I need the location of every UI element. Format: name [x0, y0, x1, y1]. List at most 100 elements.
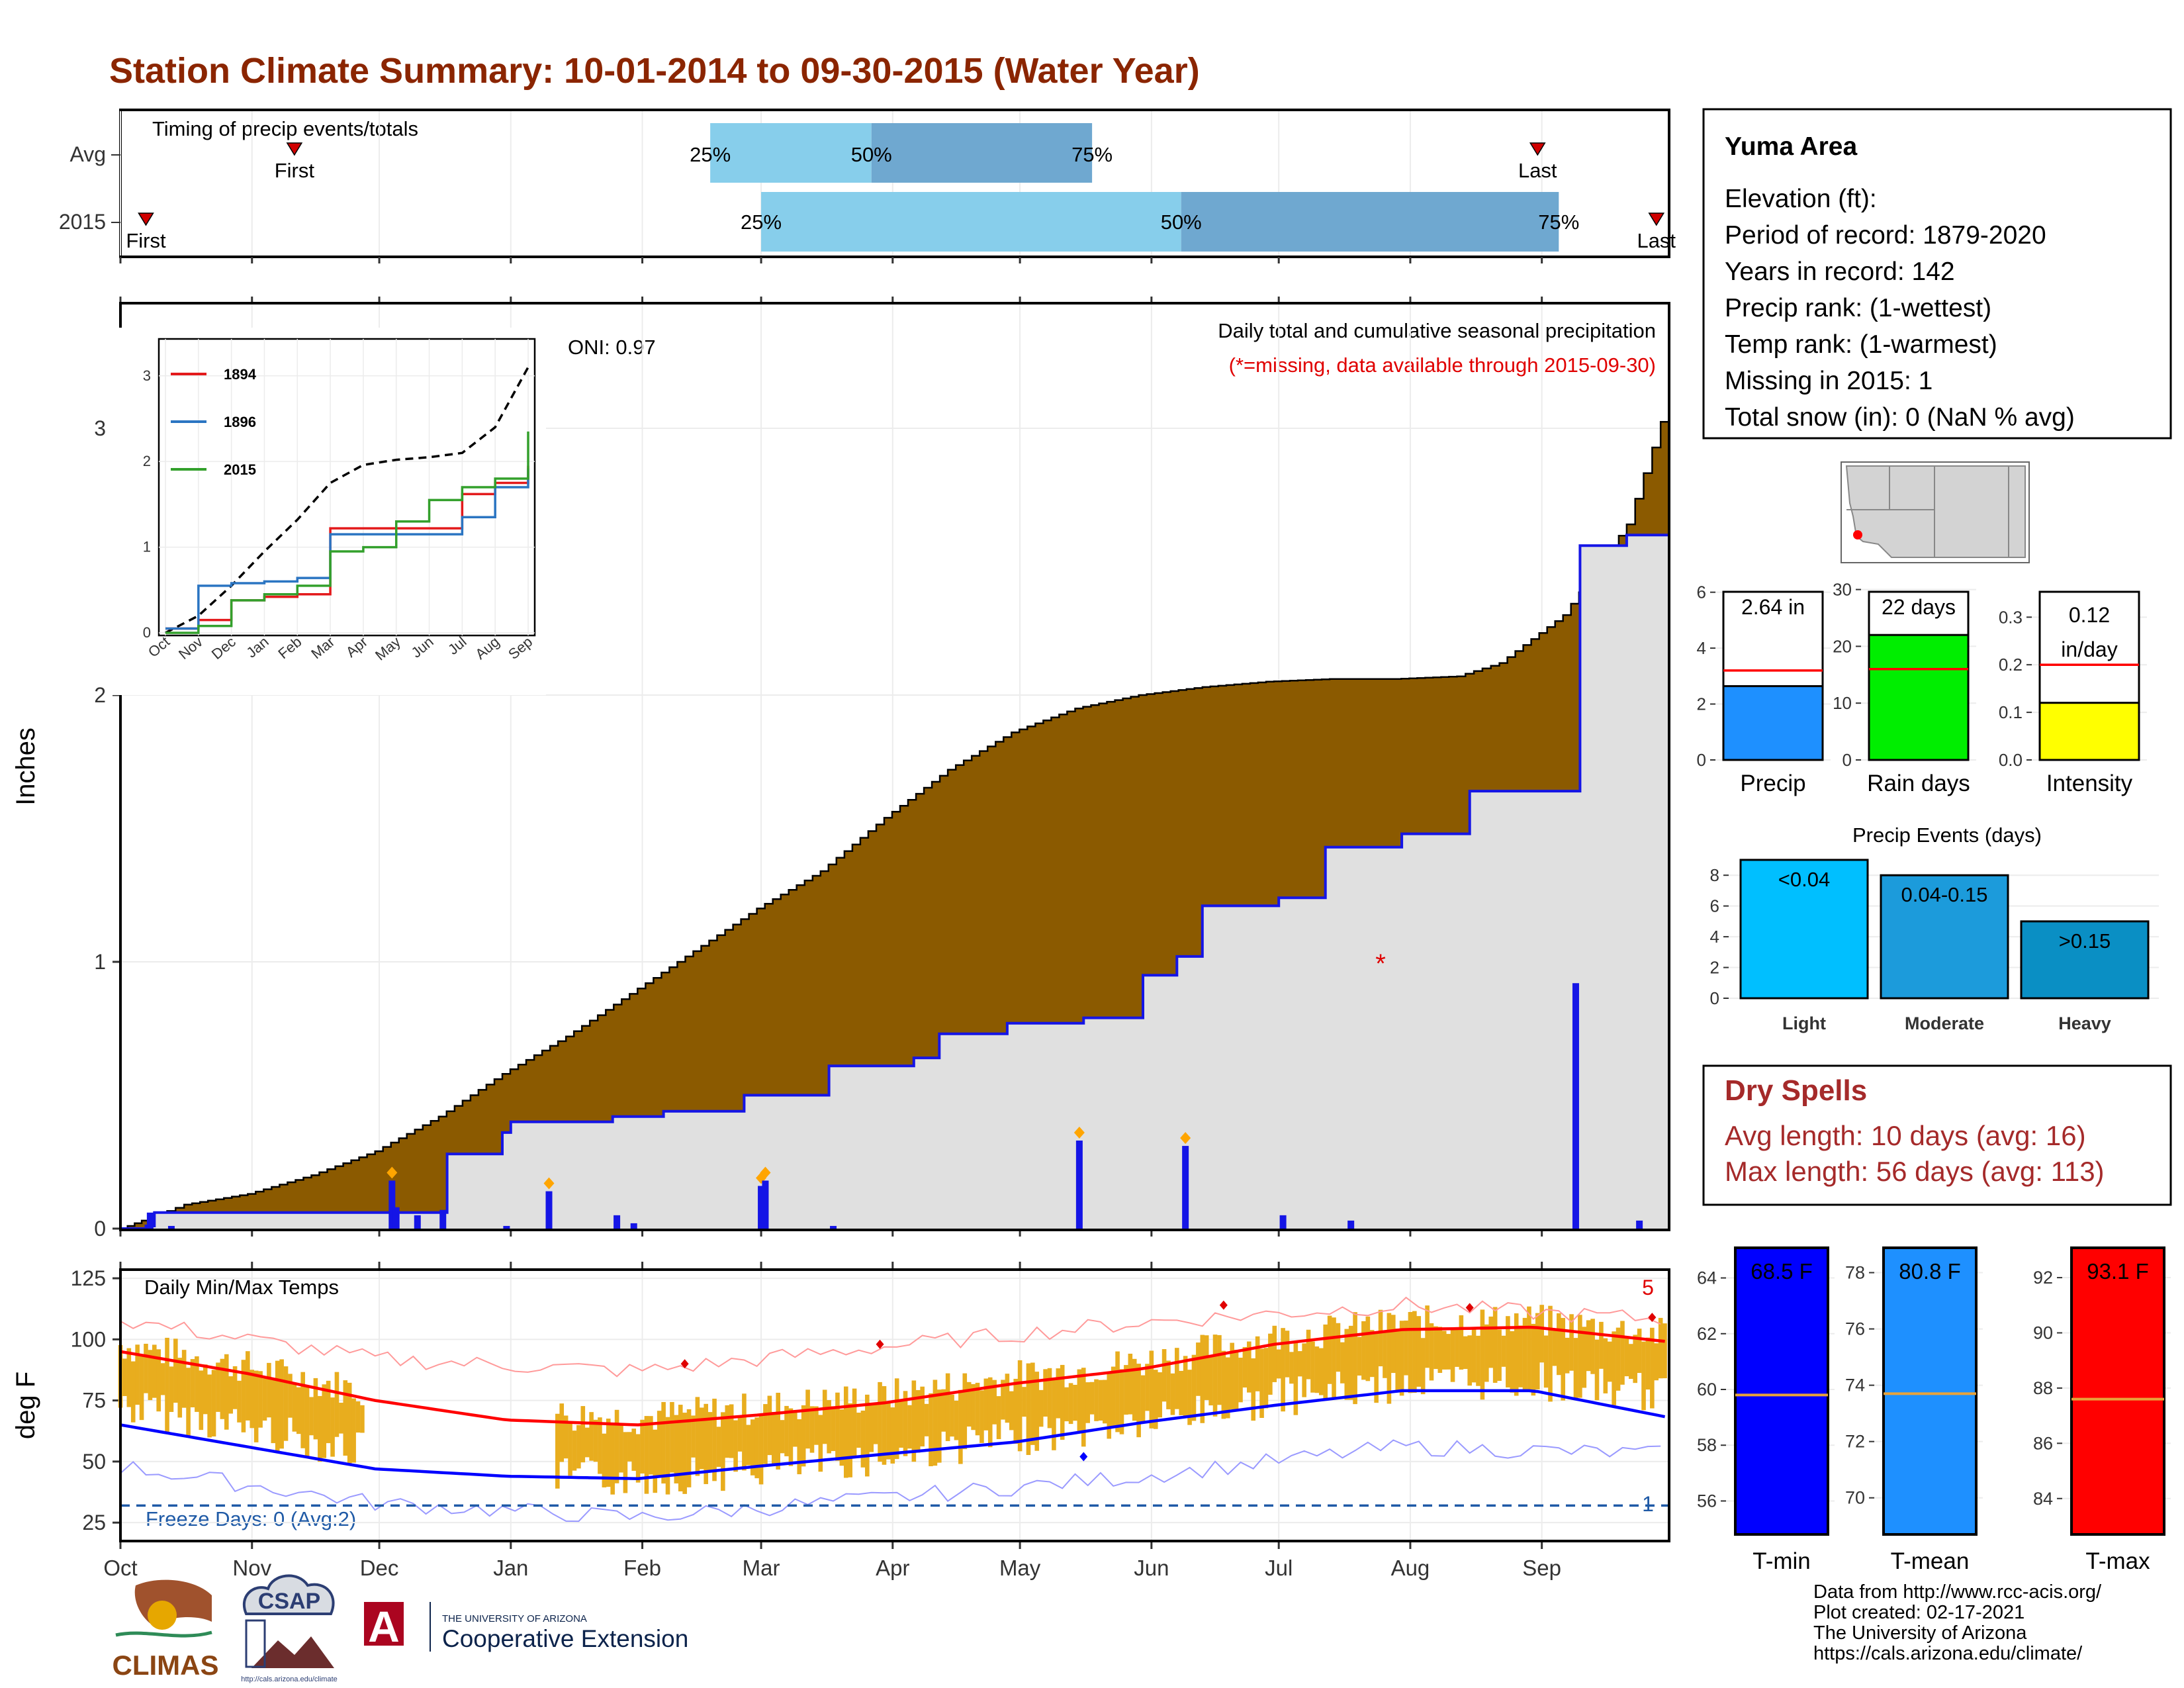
daily-temp-range-bar-300	[1390, 1315, 1396, 1374]
daily-temp-range-bar-332	[1527, 1306, 1531, 1390]
daily-temp-range-bar-236	[1119, 1369, 1124, 1434]
daily-temp-range-bar-49	[326, 1380, 331, 1444]
daily-temp-range-bar-14	[177, 1358, 183, 1418]
daily-temp-range-bar-192	[933, 1380, 938, 1466]
daily-temp-range-bar-298	[1383, 1331, 1387, 1378]
daily-temp-range-bar-43	[300, 1372, 305, 1448]
temp-label: Daily Min/Max Temps	[144, 1276, 339, 1299]
daily-temp-range-bar-110	[584, 1427, 590, 1458]
daily-temp-range-bar-161	[801, 1405, 806, 1467]
csap-wordmark: CSAP	[258, 1589, 320, 1614]
daily-temp-range-bar-36	[271, 1380, 276, 1444]
daily-temp-range-bar-141	[716, 1427, 721, 1467]
daily-temp-range-bar-265	[1242, 1346, 1248, 1388]
daily-temp-range-bar-295	[1369, 1330, 1375, 1378]
daily-temp-range-bar-147	[742, 1393, 747, 1471]
daily-temp-range-bar-277	[1293, 1342, 1298, 1415]
csap-url: http://cals.arizona.edu/climate	[241, 1675, 338, 1683]
tbar-tick-label-2-0: 84	[2033, 1489, 2053, 1509]
daily-temp-range-bar-261	[1225, 1357, 1230, 1419]
timing-bar-q2-1	[1181, 192, 1559, 252]
precip-caption-missing: (*=missing, data available through 2015-…	[1229, 353, 1656, 377]
mini-name-0: Precip	[1740, 771, 1805, 796]
daily-temp-range-bar-241	[1140, 1375, 1146, 1423]
daily-temp-range-bar-40	[288, 1374, 293, 1418]
daily-temp-range-bar-130	[670, 1402, 674, 1473]
footer-university: The University of Arizona	[1813, 1622, 2027, 1644]
daily-temp-range-bar-12	[169, 1366, 174, 1412]
daily-temp-range-bar-215	[1030, 1362, 1035, 1445]
daily-temp-range-bar-117	[614, 1409, 619, 1483]
daily-temp-range-bar-315	[1455, 1327, 1459, 1367]
daily-temp-range-bar-182	[890, 1407, 895, 1464]
csap-cloud	[242, 1574, 335, 1615]
daily-temp-range-bar-213	[1022, 1387, 1026, 1417]
daily-temp-range-bar-54	[347, 1382, 352, 1464]
precip-frame-outline	[119, 302, 1670, 1231]
inset-legend-label-1: 1896	[224, 414, 256, 430]
daily-temp-range-bar-328	[1510, 1331, 1515, 1393]
station-frame	[1702, 108, 2172, 440]
daily-temp-range-bar-139	[707, 1412, 713, 1471]
tbar-value-2	[2070, 1246, 2165, 1536]
daily-temp-range-bar-296	[1374, 1332, 1379, 1403]
daily-temp-range-bar-30	[246, 1351, 250, 1421]
logos: CLIMAS CSAP http://cals.arizona.edu/clim…	[113, 1574, 688, 1683]
daily-temp-range-bar-221	[1056, 1368, 1061, 1419]
daily-temp-range-bar-220	[1052, 1379, 1056, 1450]
daily-temp-range-bar-334	[1535, 1313, 1540, 1389]
daily-temp-range-bar-52	[339, 1403, 343, 1434]
daily-temp-range-bar-363	[1658, 1317, 1663, 1379]
daily-temp-range-bar-111	[589, 1412, 594, 1461]
daily-temp-range-bar-342	[1569, 1314, 1574, 1371]
daily-temp-range-bar-347	[1590, 1319, 1595, 1374]
climas-logo: CLIMAS	[113, 1579, 219, 1681]
daily-precip-bar-8	[614, 1215, 621, 1229]
daily-temp-range-bar-209	[1005, 1374, 1010, 1423]
timing-pct-50-0: 50%	[851, 143, 892, 166]
daily-temp-range-bar-176	[865, 1394, 870, 1477]
daily-temp-range-bar-151	[758, 1414, 764, 1485]
dry-spells-frame	[1702, 1064, 2172, 1206]
daily-temp-range-bar-276	[1289, 1352, 1294, 1384]
mini-tick-label-1-2: 20	[1833, 636, 1852, 656]
daily-temp-range-bar-263	[1234, 1350, 1239, 1411]
daily-temp-range-bar-302	[1399, 1321, 1404, 1396]
daily-temp-range-bar-123	[640, 1419, 645, 1474]
daily-temp-range-bar-322	[1484, 1324, 1489, 1382]
daily-temp-range-bar-199	[962, 1373, 968, 1450]
daily-temp-range-bar-351	[1607, 1341, 1612, 1382]
precip-event-marker-11	[760, 1166, 771, 1179]
timing-last-marker-0	[1529, 142, 1546, 156]
daily-temp-range-bar-227	[1081, 1368, 1086, 1447]
csap-mountains	[251, 1636, 334, 1668]
daily-temp-range-bar-3	[130, 1361, 136, 1423]
inset-ytick-label-0: 0	[143, 624, 151, 641]
station-elevation: Elevation (ft):	[1725, 185, 1877, 213]
daily-temp-range-bar-285	[1327, 1315, 1332, 1384]
daily-temp-range-bar-31	[250, 1370, 255, 1429]
mini-value-label-1: 22 days	[1882, 595, 1956, 619]
daily-temp-range-bar-272	[1272, 1325, 1277, 1382]
daily-temp-range-bar-274	[1281, 1328, 1285, 1412]
tbar-tick-label-0-2: 60	[1697, 1380, 1717, 1399]
daily-temp-range-bar-171	[843, 1386, 848, 1478]
daily-temp-range-bar-9	[156, 1349, 161, 1412]
dry-spells-title: Dry Spells	[1725, 1074, 1867, 1107]
daily-temp-range-bar-180	[882, 1385, 887, 1465]
daily-temp-range-bar-41	[292, 1382, 297, 1432]
station-period: Period of record: 1879-2020	[1725, 221, 2046, 250]
x-month-label-4: Feb	[623, 1556, 661, 1580]
daily-precip-bar-15	[1279, 1215, 1287, 1229]
location-map	[1841, 461, 2030, 563]
daily-temp-range-bar-113	[598, 1417, 602, 1474]
daily-temp-range-bar-106	[568, 1423, 572, 1476]
x-month-label-5: Mar	[743, 1556, 780, 1580]
x-month-label-3: Jan	[493, 1556, 528, 1580]
daily-temp-range-bar-230	[1094, 1379, 1099, 1421]
tbar-tick-label-2-2: 88	[2033, 1378, 2053, 1398]
temp-ytick-label-2: 75	[82, 1389, 106, 1413]
daily-precip-bar-0	[146, 1212, 154, 1229]
daily-temp-range-bar-165	[818, 1415, 823, 1472]
page-title: Station Climate Summary: 10-01-2014 to 0…	[109, 51, 1200, 91]
